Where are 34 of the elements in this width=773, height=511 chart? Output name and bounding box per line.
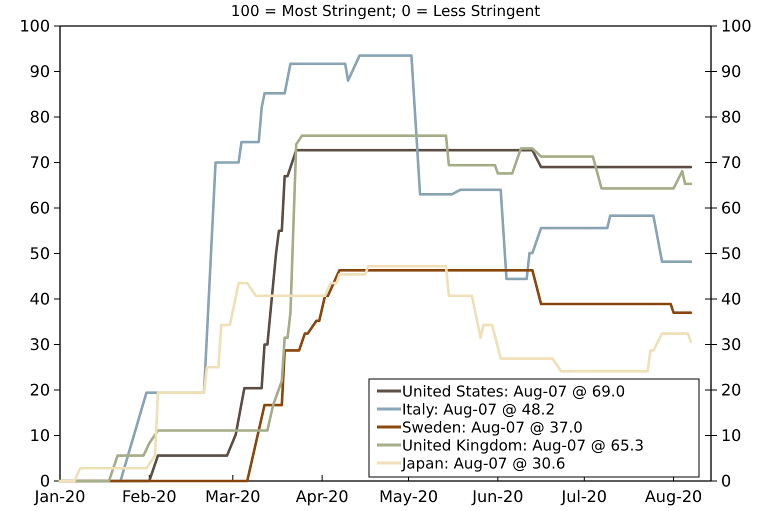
legend-label: Japan: Aug-07 @ 30.6 [401,454,566,472]
legend-label: United States: Aug-07 @ 69.0 [402,382,626,400]
x-tick-label: Jul-20 [560,487,607,506]
y-tick-label: 50 [30,244,50,264]
y2-tick-label: 10 [721,426,742,446]
y2-tick-label: 70 [721,153,742,172]
y2-tick-label: 0 [721,472,732,491]
y2-tick-label: 40 [721,290,742,309]
chart-title: 100 = Most Stringent; 0 = Less Stringent [230,2,540,20]
x-tick-label: Jun-20 [471,487,524,506]
y2-tick-label: 20 [721,380,742,400]
y-tick-label: 70 [30,153,50,172]
x-tick-label: Mar-20 [205,487,260,506]
x-tick-label: Apr-20 [296,487,349,506]
legend-label: Sweden: Aug-07 @ 37.0 [402,418,583,436]
y-tick-label: 30 [30,335,50,354]
y2-tick-label: 30 [721,335,742,354]
y2-tick-label: 80 [721,108,742,127]
legend-label: United Kingdom: Aug-07 @ 65.3 [402,436,644,454]
y-tick-label: 80 [30,108,50,127]
y-tick-label: 40 [30,290,50,309]
y-tick-label: 90 [30,62,50,82]
y2-tick-label: 60 [721,198,742,218]
y2-tick-label: 100 [721,16,752,36]
y-tick-label: 100 [19,16,50,36]
y2-tick-label: 50 [721,244,742,264]
legend-label: Italy: Aug-07 @ 48.2 [402,400,555,418]
x-tick-label: Aug-20 [644,487,702,506]
x-tick-label: Feb-20 [122,487,177,506]
x-tick-label: May-20 [379,487,438,506]
y2-tick-label: 90 [721,62,742,82]
y-tick-label: 20 [30,380,50,400]
y-tick-label: 60 [30,198,50,218]
y-tick-label: 10 [30,426,50,446]
